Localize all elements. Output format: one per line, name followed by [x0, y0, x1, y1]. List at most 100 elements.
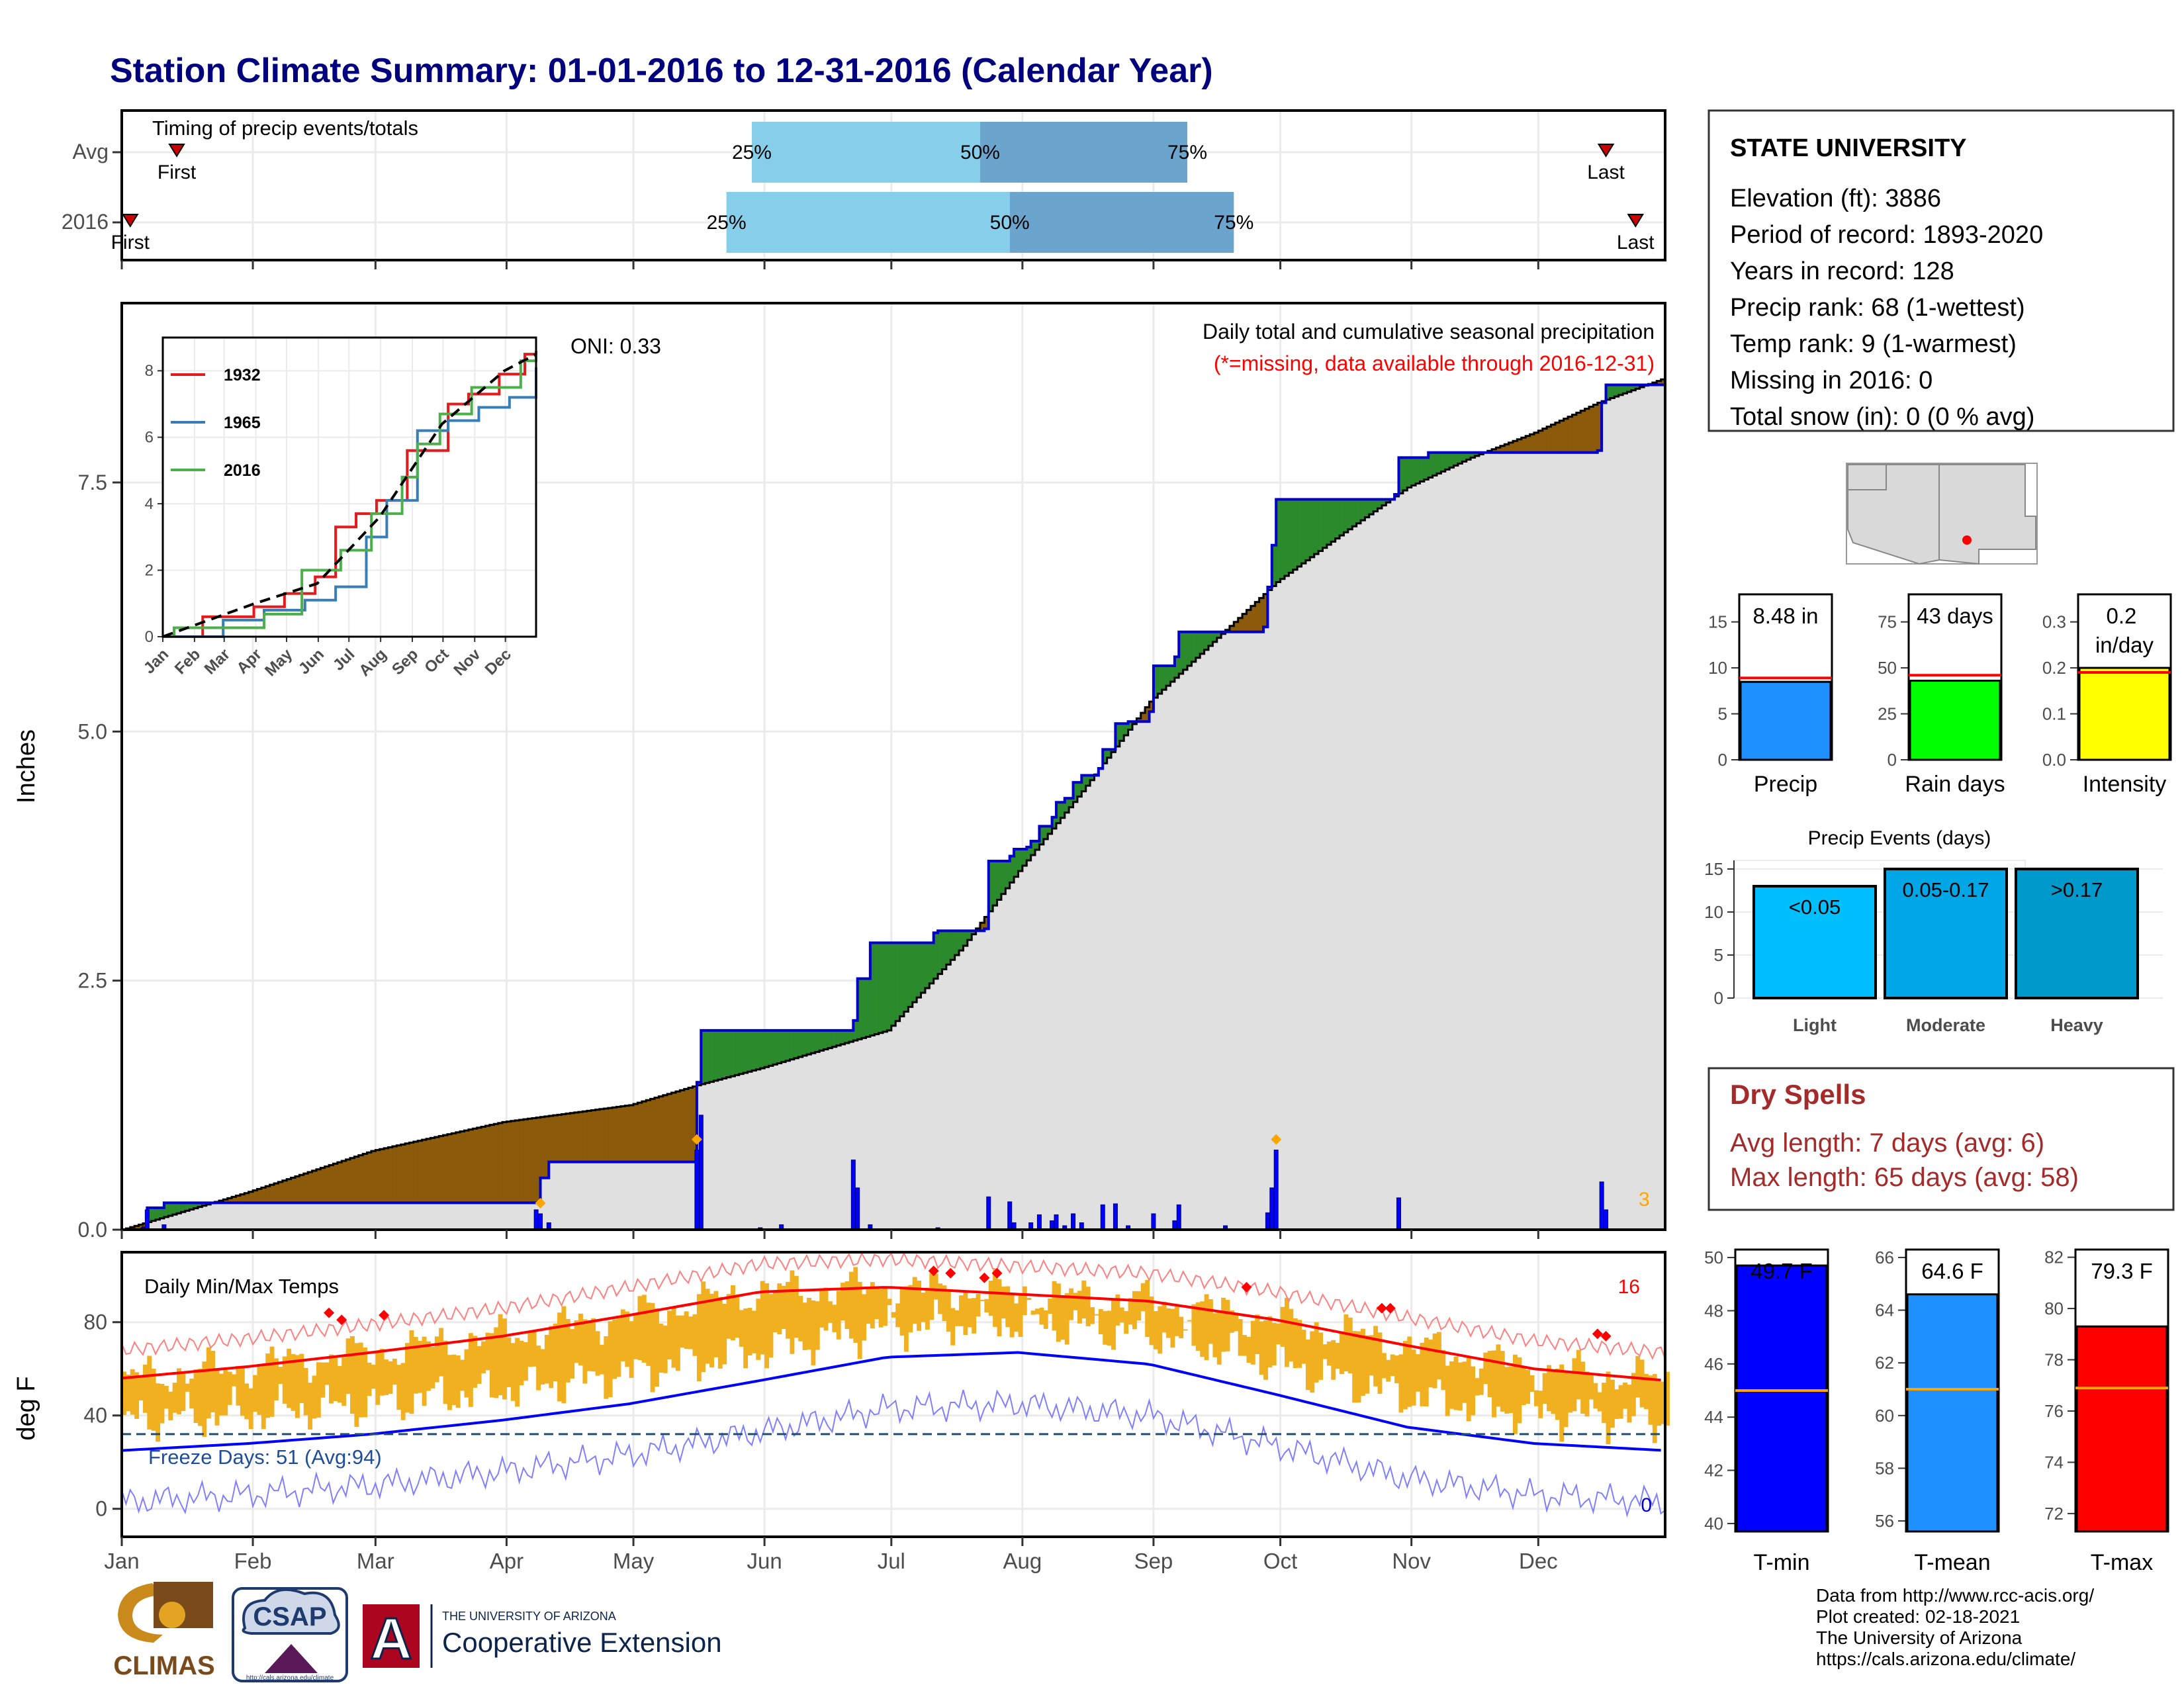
daily-temp-bar [1517, 1357, 1522, 1424]
daily-temp-bar [899, 1288, 905, 1336]
precip-deficit-area [244, 1193, 250, 1203]
precip-excess-area [1606, 385, 1611, 400]
precip-excess-area [777, 1030, 782, 1064]
precip-deficit-area [138, 1224, 144, 1230]
daily-temp-bar [409, 1330, 414, 1414]
daily-precip-bar [1172, 1220, 1177, 1230]
precip-deficit-area [274, 1183, 279, 1203]
precip-deficit-area [489, 1124, 494, 1203]
daily-temp-bar [1627, 1385, 1632, 1423]
daily-temp-bar [862, 1294, 866, 1341]
precip-excess-area [972, 931, 977, 935]
precip-deficit-area [1597, 402, 1602, 451]
record-high-marker [336, 1314, 347, 1326]
precip-deficit-area [236, 1195, 241, 1203]
summary-ytick-label: 0 [1718, 750, 1727, 770]
daily-temp-bar [591, 1318, 596, 1372]
precip-deficit-area [1242, 614, 1248, 632]
daily-temp-bar [993, 1269, 998, 1327]
daily-temp-bar [891, 1312, 896, 1318]
precip-excess-area [950, 931, 956, 960]
precip-deficit-area [1521, 437, 1526, 453]
timing-p75-label: 75% [1214, 212, 1253, 234]
precip-excess-area [156, 1207, 161, 1220]
station-box-frame [1707, 109, 2175, 432]
precip-deficit-area [544, 1116, 549, 1178]
precip-excess-area [1128, 721, 1133, 730]
daily-temp-bar [299, 1353, 304, 1403]
daily-temp-bar [193, 1369, 199, 1424]
timing-first-label: First [111, 232, 150, 253]
daily-temp-bar [1293, 1318, 1298, 1369]
daily-temp-bar [1212, 1313, 1218, 1357]
month-axis: Jan Feb Mar Apr May Jun Jul Aug Sep Oct Nov Dec [104, 260, 1558, 1573]
freeze-days-label: Freeze Days: 51 (Avg:94) [148, 1445, 382, 1469]
daily-temp-bar [1124, 1310, 1129, 1334]
precip-excess-area [1432, 452, 1437, 476]
precip-deficit-area [646, 1100, 651, 1162]
daily-temp-bar [938, 1283, 942, 1314]
precip-excess-area [756, 1030, 761, 1070]
csap-logo-url: http://cals.arizona.edu/climate [246, 1674, 334, 1682]
daily-temp-bar [984, 1299, 989, 1313]
daily-temp-bar [151, 1369, 156, 1431]
daily-temp-bar [760, 1281, 765, 1355]
precip-excess-area [1436, 452, 1441, 474]
daily-temp-bar [883, 1287, 887, 1326]
month-label: Sep [1134, 1549, 1173, 1573]
events-bar [2015, 868, 2139, 999]
tempbar-ytick-label: 76 [2044, 1401, 2064, 1421]
daily-temp-bar [650, 1303, 655, 1393]
daily-temp-bar [418, 1340, 423, 1393]
daily-temp-bar [405, 1343, 410, 1413]
dry-spells-max: Max length: 65 days (avg: 58) [1730, 1163, 2079, 1192]
summary-ytick-label: 15 [1708, 612, 1727, 632]
precip-excess-area [997, 861, 1002, 900]
precip-excess-area [1035, 841, 1040, 850]
tempbar-value-bar [2075, 1325, 2168, 1533]
precip-excess-area [764, 1030, 770, 1068]
precip-deficit-area [379, 1149, 385, 1203]
daily-temp-bar [819, 1290, 825, 1328]
daily-temp-bar [388, 1361, 393, 1394]
daily-temp-bar [1103, 1310, 1108, 1345]
daily-temp-bar [1153, 1310, 1158, 1349]
precip-deficit-area [1517, 439, 1522, 453]
precip-deficit-area [287, 1179, 292, 1203]
precip-excess-area [908, 942, 913, 1007]
precip-excess-area [1618, 385, 1623, 395]
month-label: Jan [104, 1549, 139, 1573]
daily-temp-bar [1081, 1280, 1087, 1318]
daily-temp-bar [604, 1336, 609, 1399]
oni-label: ONI: 0.33 [570, 334, 661, 358]
precip-excess-area [954, 931, 960, 956]
events-title: Precip Events (days) [1808, 827, 1991, 849]
summary-ytick-label: 0 [1888, 750, 1897, 770]
precip-excess-area [1398, 457, 1404, 494]
precip-excess-area [1161, 665, 1167, 690]
daily-temp-bar [1542, 1373, 1547, 1404]
precip-excess-area [1352, 499, 1357, 527]
daily-temp-bar [1140, 1283, 1146, 1312]
daily-temp-bar [202, 1361, 207, 1438]
daily-temp-bar [138, 1376, 144, 1400]
precip-frame [120, 302, 1666, 1231]
precip-excess-area [1471, 452, 1476, 458]
precip-excess-area [1369, 499, 1374, 515]
timing-band-25-50 [751, 122, 980, 183]
precip-deficit-area [299, 1175, 304, 1203]
daily-temp-bar [756, 1299, 761, 1360]
daily-temp-bar [312, 1375, 317, 1419]
climas-logo-text: CLIMAS [113, 1651, 214, 1680]
precip-excess-area [993, 861, 998, 906]
daily-temp-bar [248, 1388, 253, 1430]
precip-excess-area [760, 1030, 765, 1069]
precip-deficit-area [608, 1108, 613, 1162]
precip-excess-area [1073, 782, 1078, 802]
precip-deficit-area [371, 1151, 376, 1203]
daily-temp-bar [358, 1342, 363, 1418]
precip-excess-area [1453, 452, 1459, 466]
ua-logo-big-text: Cooperative Extension [442, 1627, 722, 1658]
precip-deficit-area [620, 1106, 625, 1162]
daily-temp-bar [675, 1315, 680, 1371]
